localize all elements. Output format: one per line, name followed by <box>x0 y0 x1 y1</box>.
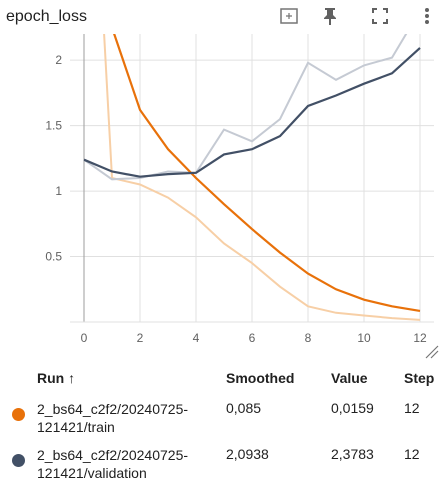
y-tick-label: 1 <box>55 184 62 198</box>
fit-domain-icon <box>280 8 298 24</box>
pin-icon <box>324 8 336 25</box>
fit-domain-button[interactable] <box>277 4 301 28</box>
x-tick-label: 4 <box>193 331 200 345</box>
header-run[interactable]: Run ↑ <box>37 370 76 386</box>
header-step: Step <box>404 370 435 386</box>
header-smoothed: Smoothed <box>226 370 295 386</box>
fullscreen-button[interactable] <box>368 4 392 28</box>
resize-handle-icon <box>425 345 439 359</box>
raw-series-line <box>103 34 421 321</box>
y-tick-label: 0.5 <box>45 250 62 264</box>
x-tick-label: 6 <box>249 331 256 345</box>
smoothed-series-line <box>83 47 421 178</box>
raw-series-line <box>83 34 408 181</box>
raw-value: 0,0159 <box>331 400 374 416</box>
y-tick-label: 1.5 <box>45 119 62 133</box>
more-options-button[interactable] <box>415 4 439 28</box>
run-color-dot <box>12 454 25 467</box>
run-name: 2_bs64_c2f2/20240725-121421/train <box>37 401 189 435</box>
x-tick-label: 2 <box>137 331 144 345</box>
smoothed-series-line <box>113 34 421 312</box>
run-color-dot <box>12 408 25 421</box>
smoothed-value: 0,085 <box>226 400 262 416</box>
table-row[interactable]: 2_bs64_c2f2/20240725-121421/train 0,085 … <box>0 400 447 440</box>
smoothed-value: 2,0938 <box>226 446 269 462</box>
fullscreen-icon <box>372 8 388 24</box>
run-name: 2_bs64_c2f2/20240725-121421/validation <box>37 447 189 481</box>
loss-chart[interactable]: 0 2 4 6 8 10 12 0.5 1 1.5 2 <box>0 34 447 364</box>
x-tick-label: 12 <box>413 331 427 345</box>
y-tick-label: 2 <box>55 53 62 67</box>
pin-button[interactable] <box>318 4 342 28</box>
x-tick-label: 0 <box>81 331 88 345</box>
more-vert-icon <box>425 8 429 24</box>
chart-title: epoch_loss <box>6 8 87 25</box>
header-value: Value <box>331 370 368 386</box>
x-tick-label: 10 <box>357 331 371 345</box>
table-row[interactable]: 2_bs64_c2f2/20240725-121421/validation 2… <box>0 446 447 486</box>
x-tick-label: 8 <box>305 331 312 345</box>
step-value: 12 <box>404 400 420 416</box>
step-value: 12 <box>404 446 420 462</box>
raw-value: 2,3783 <box>331 446 374 462</box>
